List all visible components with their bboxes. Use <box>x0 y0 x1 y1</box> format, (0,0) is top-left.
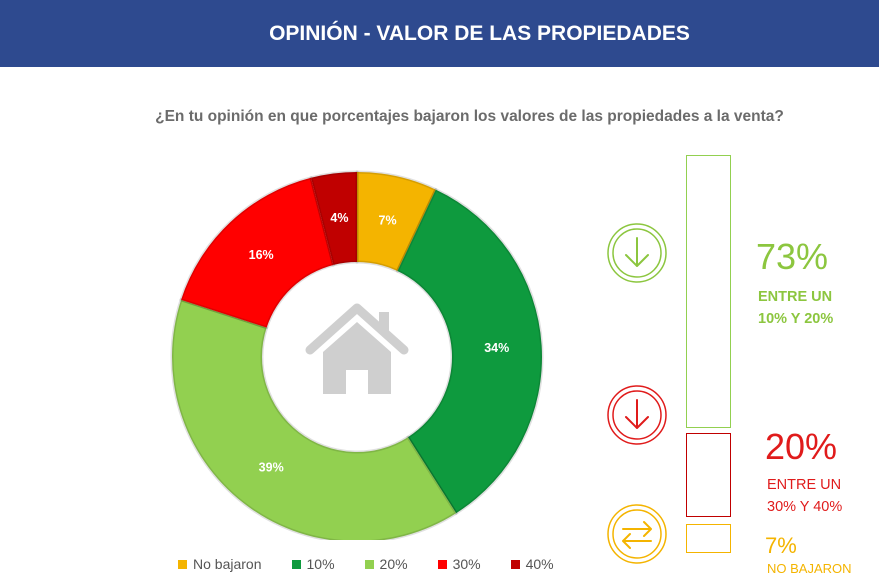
legend-label: 40% <box>525 556 554 572</box>
legend-item-no-bajaron: No bajaron <box>178 556 262 572</box>
donut-slice-3 <box>179 176 335 330</box>
donut-data-label-1: 34% <box>484 341 509 355</box>
legend-item-20: 20% <box>364 556 408 572</box>
donut-data-label-2: 39% <box>259 461 284 475</box>
donut-slice-1 <box>395 188 544 515</box>
legend-label: 20% <box>379 556 408 572</box>
summary-desc-line1: NO BAJARON <box>767 561 852 576</box>
summary-bar-30-40 <box>686 433 731 517</box>
legend-label: 30% <box>452 556 481 572</box>
summary-pct-no-bajaron: 7% <box>765 533 797 558</box>
summary-pct-10-20: 73% <box>756 236 829 277</box>
donut-data-label-3: 16% <box>249 248 274 262</box>
legend-item-30: 30% <box>437 556 481 572</box>
summary-desc-10-20: ENTRE UN 10% Y 20% <box>758 286 833 330</box>
summary-desc-line2: 30% Y 40% <box>767 499 843 515</box>
donut-data-label-0: 7% <box>379 213 397 227</box>
summary-pct-30-40: 20% <box>765 426 838 467</box>
donut-chart: 7% 34% 39% 16% 4% <box>170 170 544 540</box>
arrow-down-circle-icon <box>607 223 667 283</box>
summary-desc-no-bajaron: NO BAJARON <box>767 560 852 578</box>
legend-swatch <box>291 559 301 569</box>
legend-swatch <box>364 559 374 569</box>
summary-desc-line1: ENTRE UN <box>758 289 833 305</box>
page-title: OPINIÓN - VALOR DE LAS PROPIEDADES <box>269 22 690 45</box>
chart-legend: No bajaron 10% 20% 30% 40% <box>178 556 554 572</box>
donut-slice-2 <box>170 298 458 540</box>
legend-label: No bajaron <box>193 556 262 572</box>
house-icon <box>305 303 409 394</box>
summary-desc-30-40: ENTRE UN 30% Y 40% <box>767 474 842 518</box>
header-banner: OPINIÓN - VALOR DE LAS PROPIEDADES <box>0 0 879 67</box>
summary-bar-no-bajaron <box>686 524 731 553</box>
summary-bar-10-20 <box>686 155 731 428</box>
arrow-down-circle-icon <box>607 385 667 445</box>
summary-desc-line1: ENTRE UN <box>767 477 842 493</box>
legend-item-10: 10% <box>291 556 335 572</box>
chart-question: ¿En tu opinión en que porcentajes bajaro… <box>155 108 784 125</box>
donut-slice-4 <box>309 170 359 267</box>
donut-data-label-4: 4% <box>330 211 348 225</box>
legend-label: 10% <box>306 556 335 572</box>
legend-item-40: 40% <box>510 556 554 572</box>
legend-swatch <box>178 559 187 569</box>
legend-swatch <box>510 559 520 569</box>
swap-arrows-icon <box>607 504 667 564</box>
summary-desc-line2: 10% Y 20% <box>758 311 834 327</box>
legend-swatch <box>437 559 447 569</box>
